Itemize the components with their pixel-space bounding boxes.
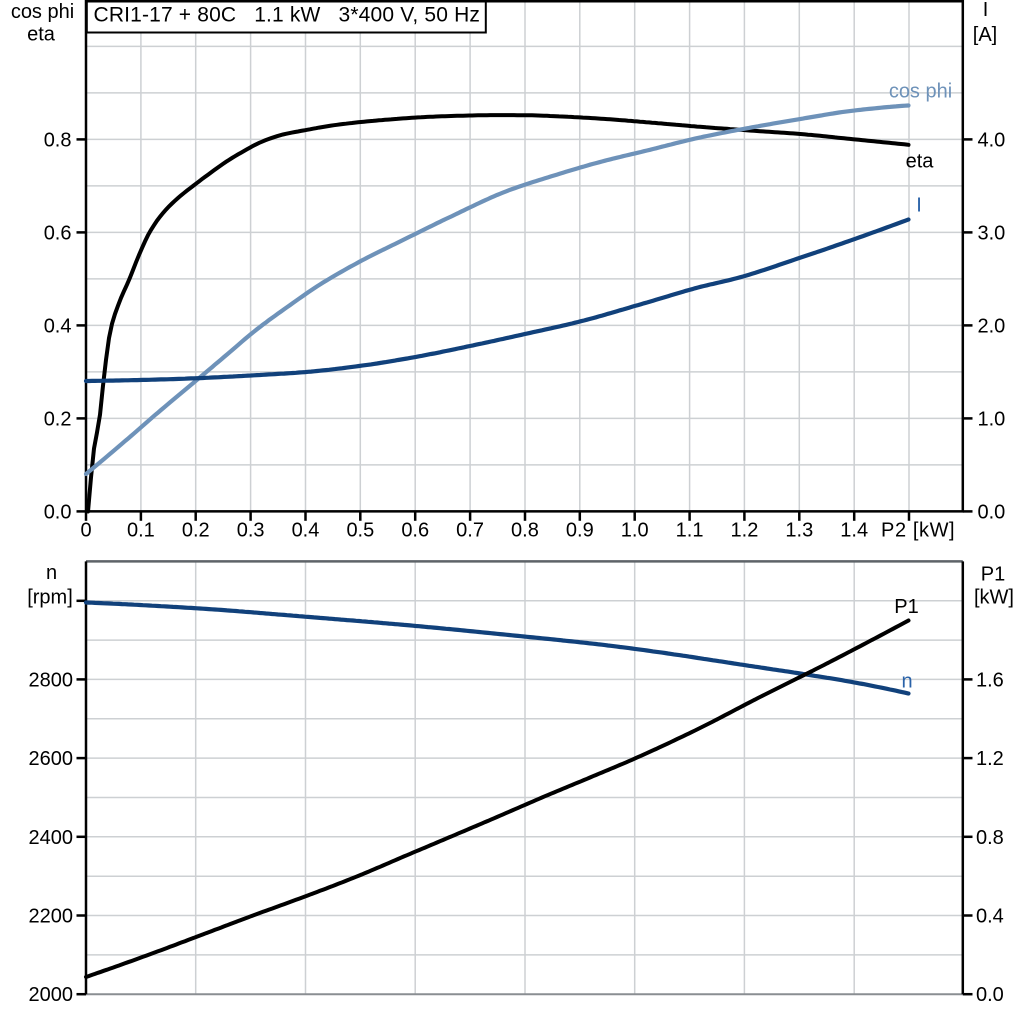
svg-text:1.2: 1.2: [976, 748, 1004, 770]
svg-text:1.4: 1.4: [840, 520, 868, 542]
svg-text:n: n: [901, 671, 912, 693]
svg-text:2200: 2200: [29, 906, 74, 928]
svg-text:0: 0: [80, 520, 91, 542]
svg-text:CRI1-17 + 80C 1.1 kW 3*400: CRI1-17 + 80C 1.1 kW 3*400 V, 50 Hz: [94, 4, 481, 27]
svg-text:0.0: 0.0: [978, 501, 1006, 523]
svg-text:0.5: 0.5: [346, 520, 374, 542]
svg-text:0.8: 0.8: [44, 129, 72, 151]
svg-text:0.2: 0.2: [182, 520, 210, 542]
svg-text:1.0: 1.0: [978, 408, 1006, 430]
svg-text:0.8: 0.8: [976, 827, 1004, 849]
svg-text:1.3: 1.3: [785, 520, 813, 542]
svg-text:4.0: 4.0: [978, 129, 1006, 151]
svg-text:n: n: [46, 562, 57, 584]
svg-text:eta: eta: [27, 24, 56, 46]
svg-text:cos phi: cos phi: [889, 81, 952, 103]
svg-text:[A]: [A]: [973, 24, 997, 46]
svg-text:P1: P1: [894, 596, 918, 618]
svg-text:I: I: [916, 195, 922, 217]
svg-text:2.0: 2.0: [978, 315, 1006, 337]
svg-text:0.1: 0.1: [127, 520, 155, 542]
svg-text:2600: 2600: [29, 748, 74, 770]
svg-text:0.4: 0.4: [976, 906, 1004, 928]
svg-text:1.1: 1.1: [676, 520, 704, 542]
svg-text:P1: P1: [981, 564, 1005, 586]
svg-text:2400: 2400: [29, 827, 74, 849]
svg-text:0.4: 0.4: [44, 315, 72, 337]
svg-text:0.7: 0.7: [456, 520, 484, 542]
svg-text:0.0: 0.0: [976, 984, 1004, 1006]
svg-text:3.0: 3.0: [978, 222, 1006, 244]
svg-text:I: I: [983, 0, 989, 21]
svg-text:0.0: 0.0: [44, 501, 72, 523]
svg-text:0.3: 0.3: [237, 520, 265, 542]
svg-text:[kW]: [kW]: [974, 587, 1014, 609]
svg-text:0.6: 0.6: [401, 520, 429, 542]
svg-text:1.2: 1.2: [731, 520, 759, 542]
svg-text:0.8: 0.8: [511, 520, 539, 542]
svg-text:0.6: 0.6: [44, 222, 72, 244]
svg-text:1.6: 1.6: [976, 669, 1004, 691]
svg-text:0.4: 0.4: [292, 520, 320, 542]
svg-text:eta: eta: [906, 151, 935, 173]
svg-text:[rpm]: [rpm]: [27, 587, 73, 609]
svg-text:1.0: 1.0: [621, 520, 649, 542]
svg-text:2000: 2000: [29, 984, 74, 1006]
svg-text:P2 [kW]: P2 [kW]: [881, 520, 955, 542]
svg-text:2800: 2800: [29, 669, 74, 691]
svg-text:0.2: 0.2: [44, 408, 72, 430]
svg-text:0.9: 0.9: [566, 520, 594, 542]
svg-text:cos phi: cos phi: [11, 1, 74, 23]
